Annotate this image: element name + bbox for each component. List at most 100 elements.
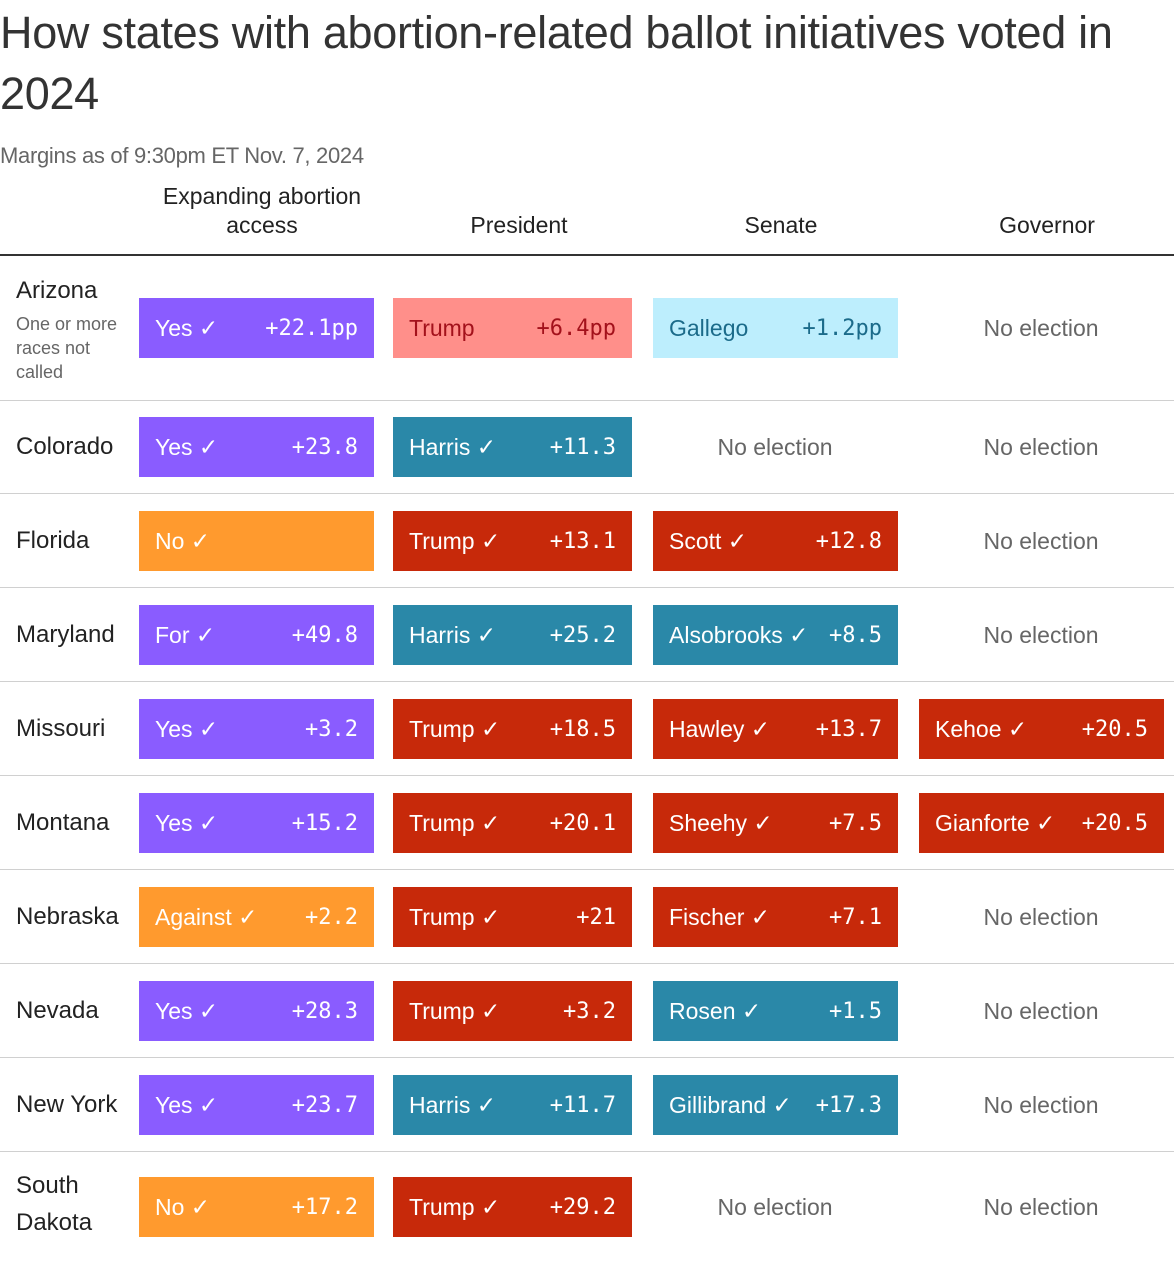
winner-label: Scott ✓ (669, 527, 748, 554)
no-election-label: No election (983, 621, 1099, 648)
margin-value: +1.5 (829, 998, 882, 1024)
not-called-note: One or more races not called (16, 314, 118, 382)
no-election-label: No election (983, 527, 1099, 554)
senate-result-cell: Rosen ✓ +1.5 (653, 981, 898, 1041)
governor-result-cell: Gianforte ✓ +20.5 (919, 793, 1164, 853)
margin-value: +3.2 (563, 998, 616, 1024)
margin-value: +22.1pp (265, 315, 358, 341)
margin-value: +20.5 (1081, 716, 1148, 742)
margin-value: +18.5 (549, 716, 616, 742)
winner-label: Trump ✓ (409, 527, 501, 554)
chart-title: How states with abortion-related ballot … (0, 7, 1113, 119)
state-label: Arizona (16, 277, 98, 304)
state-label: Maryland (16, 621, 115, 648)
col-header-abortion: Expanding abortion access (162, 183, 362, 238)
winner-label: Fischer ✓ (669, 903, 771, 930)
senate-result-cell: Fischer ✓ +7.1 (653, 887, 898, 947)
no-election-label: No election (717, 1193, 833, 1220)
senate-result-cell: Hawley ✓ +13.7 (653, 699, 898, 759)
winner-label: Trump ✓ (409, 715, 501, 742)
row-divider (0, 1151, 1174, 1152)
president-result-cell: Trump +6.4pp (393, 298, 632, 358)
margin-value: +23.8 (291, 434, 358, 460)
abortion-result-cell: Against ✓ +2.2 (139, 887, 374, 947)
abortion-result-cell: Yes ✓ +23.8 (139, 417, 374, 477)
winner-label: Rosen ✓ (669, 997, 762, 1024)
margin-value: +17.3 (815, 1092, 882, 1118)
senate-result-cell: Gallego +1.2pp (653, 298, 898, 358)
col-header-senate: Senate (744, 212, 818, 238)
president-result-cell: Trump ✓ +3.2 (393, 981, 632, 1041)
president-result-cell: Trump ✓ +20.1 (393, 793, 632, 853)
winner-label: Trump ✓ (409, 1193, 501, 1220)
row-divider (0, 963, 1174, 964)
abortion-result-cell: Yes ✓ +28.3 (139, 981, 374, 1041)
winner-label: Against ✓ (155, 903, 258, 930)
president-result-cell: Harris ✓ +11.3 (393, 417, 632, 477)
abortion-result-cell: Yes ✓ +22.1pp (139, 298, 374, 358)
margin-value: +3.2 (305, 716, 358, 742)
row-divider (0, 1057, 1174, 1058)
state-label: Montana (16, 809, 110, 836)
president-result-cell: Harris ✓ +25.2 (393, 605, 632, 665)
row-divider (0, 400, 1174, 401)
margin-value: +7.5 (829, 810, 882, 836)
no-election-label: No election (983, 1193, 1099, 1220)
president-result-cell: Trump ✓ +29.2 (393, 1177, 632, 1237)
winner-label: Alsobrooks ✓ (669, 621, 809, 648)
president-result-cell: Trump ✓ +13.1 (393, 511, 632, 571)
margin-value: +8.5 (829, 622, 882, 648)
senate-result-cell: Alsobrooks ✓ +8.5 (653, 605, 898, 665)
margin-value: +20.1 (549, 810, 616, 836)
abortion-result-cell: No ✓ +17.2 (139, 1177, 374, 1237)
row-divider (0, 869, 1174, 870)
no-election-label: No election (983, 314, 1099, 341)
president-result-cell: Trump ✓ +18.5 (393, 699, 632, 759)
state-label: South Dakota (16, 1172, 93, 1236)
margin-value: +11.7 (549, 1092, 616, 1118)
margin-value: +11.3 (549, 434, 616, 460)
winner-label: Harris ✓ (409, 433, 496, 460)
row-divider (0, 775, 1174, 776)
winner-label: Sheehy ✓ (669, 809, 773, 836)
governor-result-cell: Kehoe ✓ +20.5 (919, 699, 1164, 759)
state-label: Missouri (16, 715, 106, 742)
winner-label: Yes ✓ (155, 1091, 219, 1118)
row-divider (0, 587, 1174, 588)
state-label: Nebraska (16, 903, 119, 930)
margin-value: +13.1 (549, 528, 616, 554)
winner-label: Hawley ✓ (669, 715, 771, 742)
no-election-label: No election (983, 433, 1099, 460)
winner-label: Yes ✓ (155, 314, 219, 341)
no-election-label: No election (983, 903, 1099, 930)
row-divider (0, 493, 1174, 494)
senate-result-cell: Sheehy ✓ +7.5 (653, 793, 898, 853)
abortion-result-cell: For ✓ +49.8 (139, 605, 374, 665)
president-result-cell: Trump ✓ +21 (393, 887, 632, 947)
winner-label: Yes ✓ (155, 809, 219, 836)
margin-value: +49.8 (291, 622, 358, 648)
winner-label: For ✓ (155, 621, 216, 648)
margin-value: +6.4pp (536, 315, 616, 341)
margin-value: +17.2 (291, 1194, 358, 1220)
no-election-label: No election (717, 433, 833, 460)
state-label: Florida (16, 527, 90, 554)
president-result-cell: Harris ✓ +11.7 (393, 1075, 632, 1135)
winner-label: Harris ✓ (409, 621, 496, 648)
senate-result-cell: Gillibrand ✓ +17.3 (653, 1075, 898, 1135)
margin-value: +2.2 (305, 904, 358, 930)
winner-label: Harris ✓ (409, 1091, 496, 1118)
margin-value: +20.5 (1081, 810, 1148, 836)
margin-value: +25.2 (549, 622, 616, 648)
margin-value: +7.1 (829, 904, 882, 930)
abortion-result-cell: No ✓ (139, 511, 374, 571)
abortion-result-cell: Yes ✓ +23.7 (139, 1075, 374, 1135)
senate-result-cell: Scott ✓ +12.8 (653, 511, 898, 571)
winner-label: Trump ✓ (409, 809, 501, 836)
winner-label: Trump (409, 314, 475, 341)
no-election-label: No election (983, 997, 1099, 1024)
no-election-label: No election (983, 1091, 1099, 1118)
abortion-result-cell: Yes ✓ +3.2 (139, 699, 374, 759)
winner-label: No ✓ (155, 1193, 211, 1220)
state-label: Nevada (16, 997, 99, 1024)
